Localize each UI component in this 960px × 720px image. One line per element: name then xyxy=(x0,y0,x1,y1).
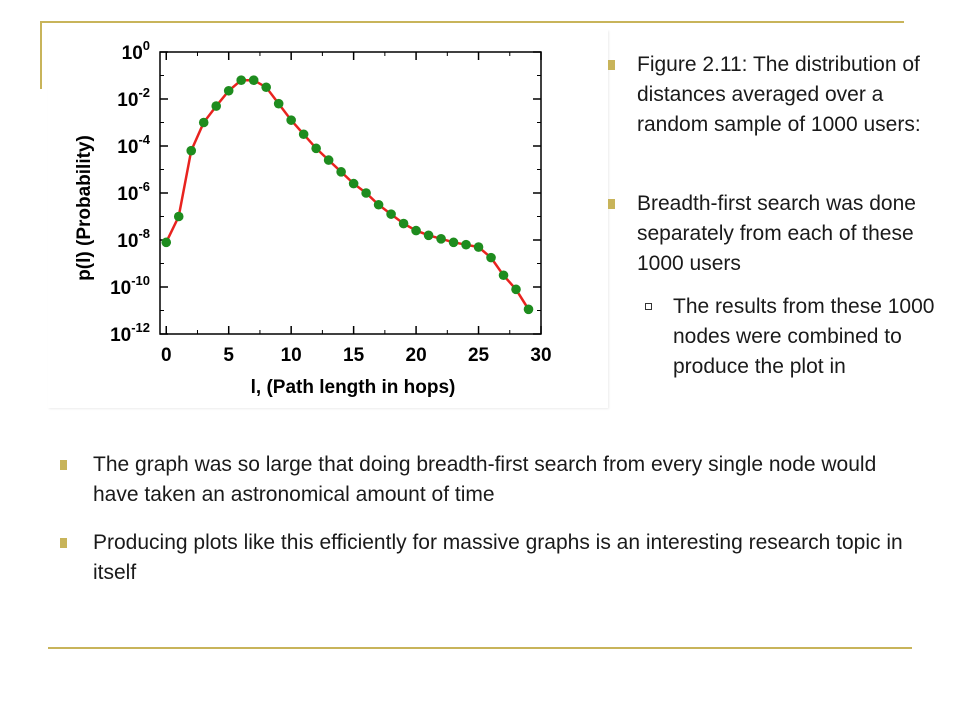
data-point xyxy=(173,211,184,222)
y-tick-label: 10-6 xyxy=(117,179,150,205)
data-point xyxy=(261,82,271,93)
data-point xyxy=(448,237,459,248)
x-tick-label: 30 xyxy=(530,345,551,366)
subbullet-results: The results from these 1000 nodes were c… xyxy=(645,292,935,382)
data-point xyxy=(423,230,434,241)
figure-panel: 100 10-2 10-4 10-6 10-8 10-10 10-12 0 5 10 15 20 25… xyxy=(48,30,608,408)
data-point xyxy=(373,199,384,210)
bullet-research-topic: Producing plots like this efficiently fo… xyxy=(60,528,910,588)
bullet-marker xyxy=(608,199,615,209)
data-point xyxy=(461,239,471,250)
x-tick-label: 10 xyxy=(281,345,302,366)
y-tick-label: 10-10 xyxy=(110,273,150,299)
data-point xyxy=(273,98,284,109)
data-point xyxy=(348,178,359,189)
x-tick-label: 20 xyxy=(406,345,427,366)
plot-frame xyxy=(159,51,542,335)
subbullet-text: The results from these 1000 nodes were c… xyxy=(673,295,935,378)
data-point xyxy=(298,129,309,140)
bullet-marker xyxy=(60,460,67,470)
bullet-text: The graph was so large that doing breadt… xyxy=(93,453,877,506)
data-point xyxy=(498,270,509,281)
bullet-bfs: Breadth-first search was done separately… xyxy=(608,189,938,279)
data-point xyxy=(286,115,296,125)
x-axis-title: l, (Path length in hops) xyxy=(251,377,456,398)
y-tick-label: 10-2 xyxy=(117,85,150,111)
bullet-graph-large: The graph was so large that doing breadt… xyxy=(60,450,910,510)
y-axis-title: p(l) (Probability) xyxy=(74,135,95,281)
x-tick-label: 15 xyxy=(343,345,365,366)
y-tick-label: 10-12 xyxy=(110,320,150,346)
y-tick-label: 10-8 xyxy=(117,226,150,252)
bullet-text: Figure 2.11: The distribution of distanc… xyxy=(637,53,921,136)
bullet-figure-caption: Figure 2.11: The distribution of distanc… xyxy=(608,50,938,140)
data-point xyxy=(386,209,396,219)
x-tick-label: 5 xyxy=(223,345,234,366)
data-point xyxy=(473,242,484,252)
bullet-text: Producing plots like this efficiently fo… xyxy=(93,531,903,584)
data-point xyxy=(361,188,371,198)
y-tick-label: 10-4 xyxy=(117,132,150,158)
y-tick-label: 100 xyxy=(122,38,150,64)
bullet-marker xyxy=(60,538,67,548)
data-point xyxy=(223,85,234,96)
x-tick-label: 25 xyxy=(468,345,490,366)
data-point xyxy=(511,284,521,295)
data-point xyxy=(523,304,534,315)
data-point xyxy=(436,234,446,244)
data-point xyxy=(248,75,259,85)
data-point xyxy=(311,143,321,154)
data-point xyxy=(236,75,246,85)
data-point xyxy=(411,225,421,236)
bottom-rule xyxy=(48,647,912,649)
series-line xyxy=(165,78,530,310)
top-rule xyxy=(40,21,904,23)
data-point xyxy=(398,218,409,229)
data-point xyxy=(323,155,334,165)
left-rule xyxy=(40,21,42,89)
x-tick-label: 0 xyxy=(161,345,172,366)
data-point xyxy=(486,252,496,263)
bullet-text: Breadth-first search was done separately… xyxy=(637,192,916,275)
data-point xyxy=(336,167,346,177)
path-length-chart: 100 10-2 10-4 10-6 10-8 10-10 10-12 0 5 10 15 20 25… xyxy=(74,38,552,398)
bullet-marker xyxy=(608,60,615,70)
square-bullet-icon xyxy=(645,303,652,310)
data-point xyxy=(198,117,209,128)
data-point xyxy=(161,237,172,248)
data-point xyxy=(211,101,222,111)
data-point xyxy=(186,145,197,156)
